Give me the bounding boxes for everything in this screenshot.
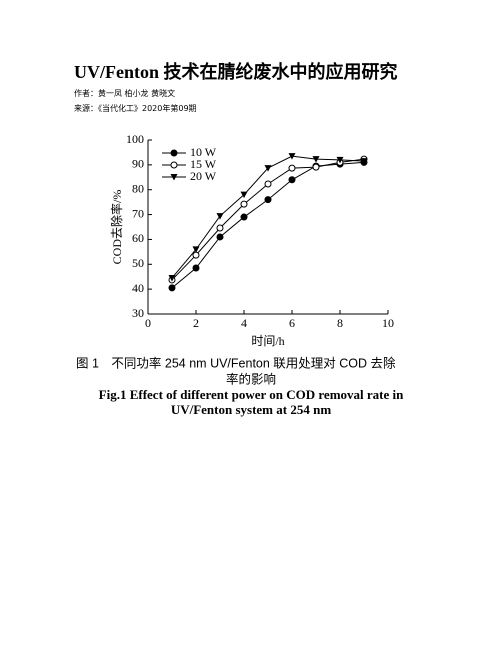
y-tick-label: 90: [132, 157, 144, 171]
x-tick-label: 0: [145, 316, 151, 330]
caption-zh: 率的影响: [226, 371, 276, 386]
marker: [192, 246, 200, 253]
x-axis-label: 时间/h: [251, 334, 284, 348]
marker: [336, 156, 344, 164]
x-tick-label: 6: [289, 316, 295, 330]
x-tick-label: 8: [337, 316, 343, 330]
marker: [240, 200, 248, 208]
x-tick-label: 4: [241, 316, 247, 330]
marker: [216, 233, 224, 241]
doc-title: UV/Fenton 技术在腈纶废水中的应用研究: [74, 62, 398, 82]
legend-label: 15 W: [190, 157, 217, 171]
legend-label: 20 W: [190, 169, 217, 183]
marker: [240, 191, 248, 199]
marker: [168, 274, 176, 282]
y-axis-label: COD去除率/%: [109, 190, 124, 265]
marker: [192, 264, 200, 272]
marker: [216, 224, 224, 232]
caption-en: UV/Fenton system at 254 nm: [171, 402, 331, 417]
legend-label: 10 W: [190, 145, 217, 159]
marker: [216, 213, 224, 220]
marker: [192, 251, 200, 259]
caption-zh: 图 1 不同功率 254 nm UV/Fenton 联用处理对 COD 去除: [76, 355, 396, 370]
marker: [264, 165, 272, 172]
marker: [264, 180, 272, 188]
marker: [312, 156, 320, 163]
x-tick-label: 2: [193, 316, 199, 330]
author: 作者：黄一凤 柏小龙 黄晓文: [74, 89, 176, 98]
source: 来源：《当代化工》2020年第09期: [74, 104, 197, 113]
y-tick-label: 40: [132, 281, 144, 295]
marker: [288, 164, 296, 172]
marker: [312, 163, 320, 171]
y-tick-label: 80: [132, 181, 144, 195]
y-tick-label: 100: [126, 132, 144, 146]
marker: [170, 161, 178, 169]
marker: [288, 176, 296, 184]
x-tick-label: 10: [382, 316, 394, 330]
caption-en: Fig.1 Effect of different power on COD r…: [99, 387, 404, 402]
marker: [240, 213, 248, 221]
marker: [170, 174, 178, 181]
y-tick-label: 70: [132, 206, 144, 220]
marker: [168, 284, 176, 292]
y-tick-label: 50: [132, 256, 144, 270]
marker: [170, 149, 178, 157]
y-tick-label: 60: [132, 231, 144, 245]
figure: 图 1 不同功率 254 nm UV/Fenton 联用处理对 COD 去除 率…: [76, 132, 404, 417]
y-tick-label: 30: [132, 306, 144, 320]
marker: [288, 153, 296, 160]
marker: [360, 158, 368, 165]
marker: [264, 196, 272, 204]
